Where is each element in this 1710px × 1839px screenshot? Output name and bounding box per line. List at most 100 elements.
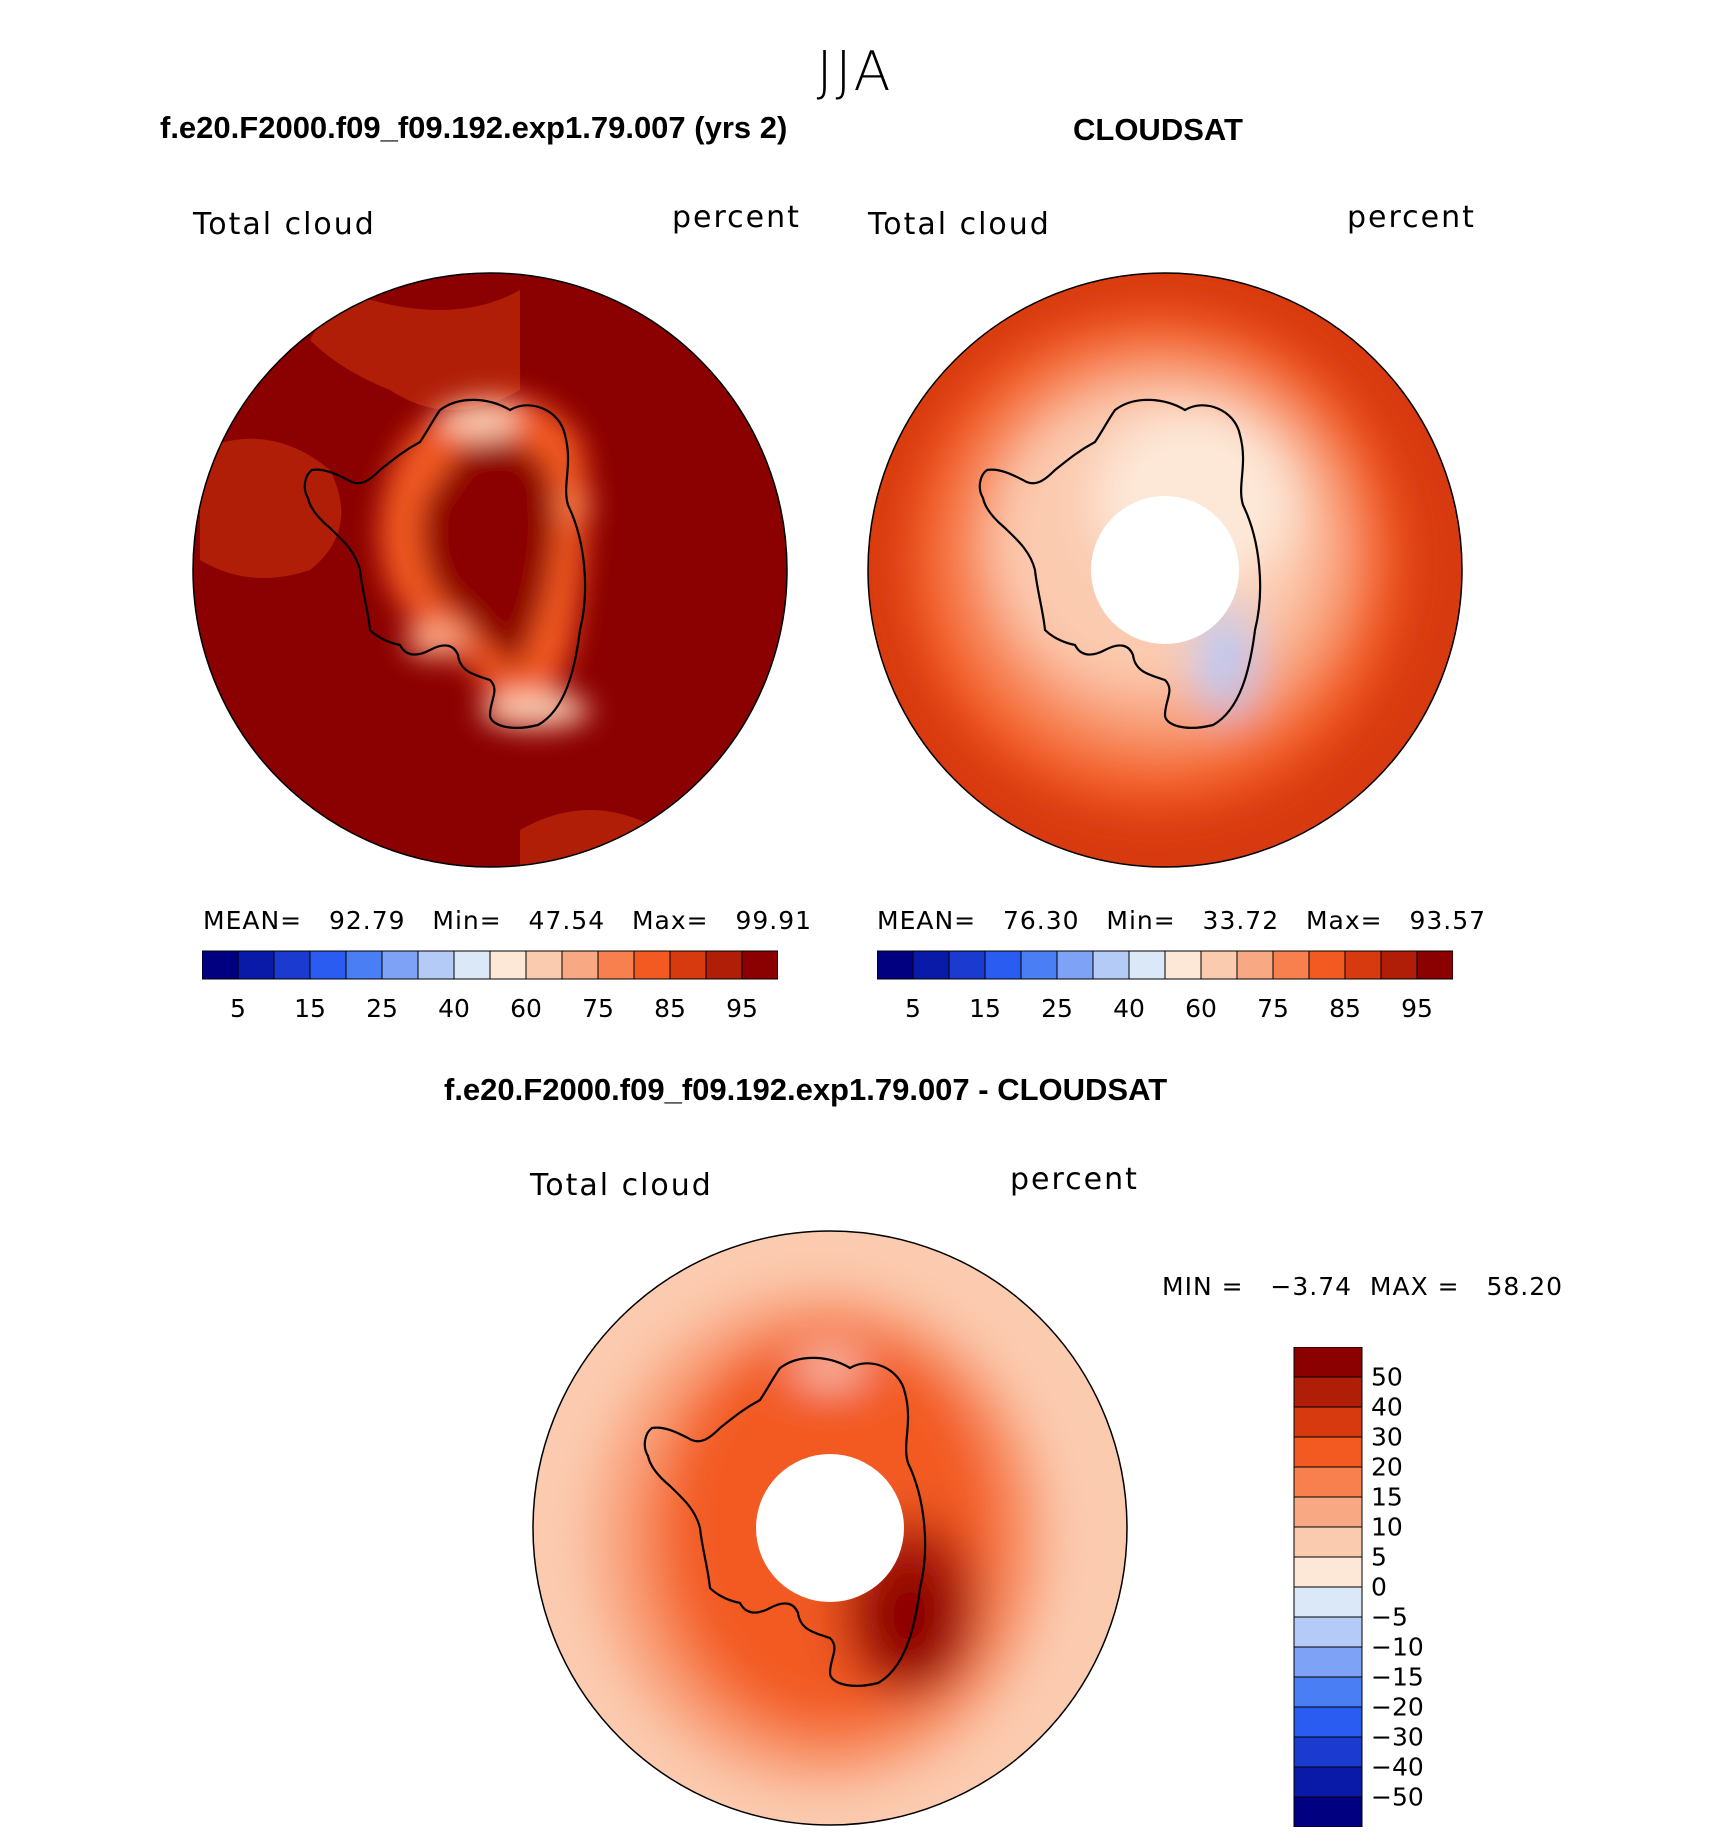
diff-panel-title: f.e20.F2000.f09_f09.192.exp1.79.007 - CL… (444, 1072, 1168, 1107)
colorbar-tick-label: 5 (905, 994, 921, 1023)
obs-polar-map (867, 272, 1463, 868)
model-min-label: Min= (432, 906, 502, 935)
model-panel-title: f.e20.F2000.f09_f09.192.exp1.79.007 (yrs… (160, 110, 788, 145)
colorbar-tick-label: 75 (1257, 994, 1289, 1023)
model-field-label: Total cloud (193, 207, 376, 242)
model-colorbar (202, 950, 778, 980)
colorbar-swatch (1293, 1796, 1363, 1827)
colorbar-swatch (525, 950, 563, 980)
colorbar-swatch (1200, 950, 1238, 980)
colorbar-swatch (1293, 1466, 1363, 1498)
colorbar-swatch (1128, 950, 1166, 980)
colorbar-swatch (1056, 950, 1094, 980)
colorbar-tick-label: 60 (510, 994, 542, 1023)
colorbar-swatch (1293, 1586, 1363, 1618)
diff-colorbar (1293, 1347, 1363, 1827)
colorbar-swatch (417, 950, 455, 980)
colorbar-tick-label: 40 (438, 994, 470, 1023)
colorbar-swatch (1293, 1706, 1363, 1738)
model-mean-label: MEAN= (203, 906, 303, 935)
colorbar-swatch (1272, 950, 1310, 980)
obs-field-label: Total cloud (868, 207, 1051, 242)
diff-min: −3.74 (1270, 1272, 1353, 1301)
obs-min-label: Min= (1106, 906, 1176, 935)
colorbar-swatch (453, 950, 491, 980)
obs-stats: MEAN= 76.30 Min= 33.72 Max= 93.57 (877, 906, 1486, 935)
colorbar-swatch (1293, 1736, 1363, 1768)
colorbar-tick-label: 15 (1371, 1482, 1403, 1512)
colorbar-tick-label: 75 (582, 994, 614, 1023)
colorbar-swatch (1293, 1436, 1363, 1468)
diff-min-label: MIN = (1162, 1272, 1244, 1301)
colorbar-tick-label: 0 (1371, 1572, 1387, 1602)
colorbar-swatch (1293, 1376, 1363, 1408)
colorbar-tick-label: 60 (1185, 994, 1217, 1023)
colorbar-swatch (912, 950, 950, 980)
colorbar-tick-label: 95 (726, 994, 758, 1023)
diff-minmax: MIN = −3.74 MAX = 58.20 (1162, 1272, 1563, 1301)
obs-min: 33.72 (1202, 906, 1280, 935)
model-units-label: percent (672, 200, 801, 235)
colorbar-tick-label: −50 (1371, 1782, 1424, 1812)
colorbar-tick-label: −30 (1371, 1722, 1424, 1752)
colorbar-tick-label: −5 (1371, 1602, 1408, 1632)
colorbar-tick-label: −15 (1371, 1662, 1424, 1692)
obs-panel-title: CLOUDSAT (1073, 112, 1243, 147)
obs-mean-label: MEAN= (877, 906, 977, 935)
obs-max-label: Max= (1305, 906, 1383, 935)
colorbar-swatch (1293, 1496, 1363, 1528)
diff-field-label: Total cloud (530, 1168, 713, 1203)
model-min: 47.54 (528, 906, 606, 935)
diff-units-label: percent (1010, 1162, 1139, 1197)
colorbar-tick-label: 10 (1371, 1512, 1403, 1542)
model-stats: MEAN= 92.79 Min= 47.54 Max= 99.91 (203, 906, 812, 935)
colorbar-swatch (1293, 1556, 1363, 1588)
colorbar-swatch (877, 950, 914, 980)
colorbar-tick-label: 50 (1371, 1362, 1403, 1392)
obs-mean: 76.30 (1002, 906, 1080, 935)
colorbar-swatch (561, 950, 599, 980)
colorbar-swatch (1236, 950, 1274, 980)
colorbar-swatch (273, 950, 311, 980)
colorbar-swatch (1092, 950, 1130, 980)
model-max-label: Max= (631, 906, 709, 935)
colorbar-tick-label: 5 (230, 994, 246, 1023)
colorbar-tick-label: 30 (1371, 1422, 1403, 1452)
model-polar-map (192, 272, 788, 868)
colorbar-swatch (489, 950, 527, 980)
colorbar-tick-label: −10 (1371, 1632, 1424, 1662)
colorbar-tick-label: 85 (654, 994, 686, 1023)
colorbar-swatch (1293, 1526, 1363, 1558)
colorbar-tick-label: −20 (1371, 1692, 1424, 1722)
colorbar-swatch (309, 950, 347, 980)
colorbar-tick-label: 95 (1401, 994, 1433, 1023)
model-mean: 92.79 (328, 906, 406, 935)
colorbar-swatch (1380, 950, 1418, 980)
obs-colorbar (877, 950, 1453, 980)
colorbar-swatch (633, 950, 671, 980)
colorbar-tick-label: 40 (1371, 1392, 1403, 1422)
colorbar-swatch (1308, 950, 1346, 980)
season-title: JJA (816, 40, 894, 103)
colorbar-swatch (1293, 1616, 1363, 1648)
colorbar-tick-label: 25 (1041, 994, 1073, 1023)
colorbar-swatch (705, 950, 743, 980)
colorbar-swatch (381, 950, 419, 980)
colorbar-swatch (345, 950, 383, 980)
colorbar-swatch (202, 950, 239, 980)
colorbar-swatch (948, 950, 986, 980)
diff-polar-map (532, 1230, 1128, 1826)
obs-units-label: percent (1347, 200, 1476, 235)
colorbar-swatch (1293, 1646, 1363, 1678)
colorbar-tick-label: 85 (1329, 994, 1361, 1023)
colorbar-swatch (1164, 950, 1202, 980)
colorbar-tick-label: 15 (294, 994, 326, 1023)
obs-max: 93.57 (1409, 906, 1487, 935)
colorbar-swatch (1293, 1347, 1363, 1378)
colorbar-swatch (1344, 950, 1382, 980)
colorbar-tick-label: 25 (366, 994, 398, 1023)
colorbar-swatch (597, 950, 635, 980)
colorbar-tick-label: 40 (1113, 994, 1145, 1023)
colorbar-tick-label: −40 (1371, 1752, 1424, 1782)
colorbar-swatch (1293, 1406, 1363, 1438)
